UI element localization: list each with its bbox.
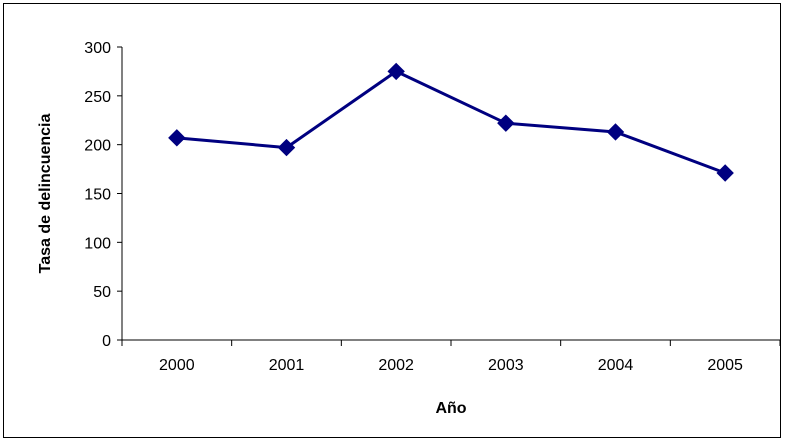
series-line (176, 69, 726, 175)
y-tick-label: 0 (102, 333, 111, 350)
x-axis-ticks: 2000 2001 2002 2003 2004 2005 (121, 340, 781, 374)
x-axis-title: Año (435, 400, 466, 417)
y-tick-label: 100 (84, 235, 111, 252)
x-tick-label: 2001 (269, 357, 305, 374)
y-tick-label: 150 (84, 187, 111, 204)
data-point-marker (277, 138, 296, 157)
data-point-marker (716, 164, 734, 182)
x-tick-label: 2002 (378, 357, 414, 374)
x-tick-label: 2003 (488, 357, 524, 374)
data-point-marker (387, 62, 405, 81)
y-tick-label: 200 (84, 138, 111, 155)
x-tick-label: 2005 (707, 357, 743, 374)
data-point-marker (497, 114, 515, 132)
axes (121, 47, 780, 341)
y-tick-label: 300 (84, 40, 111, 57)
x-tick-label: 2004 (598, 357, 634, 374)
x-tick-label: 2000 (159, 357, 195, 374)
y-axis-title: Tasa de delincuencia (37, 114, 54, 274)
y-tick-label: 250 (84, 89, 111, 106)
y-axis-ticks: 0 50 100 150 200 250 300 (84, 40, 122, 350)
data-point-marker (606, 123, 625, 141)
series-layer (168, 62, 734, 182)
data-point-marker (168, 129, 186, 147)
y-tick-label: 50 (93, 284, 111, 301)
chart-area: 0 50 100 150 200 250 300 2000 2001 2002 2003 2004 2… (3, 3, 781, 438)
